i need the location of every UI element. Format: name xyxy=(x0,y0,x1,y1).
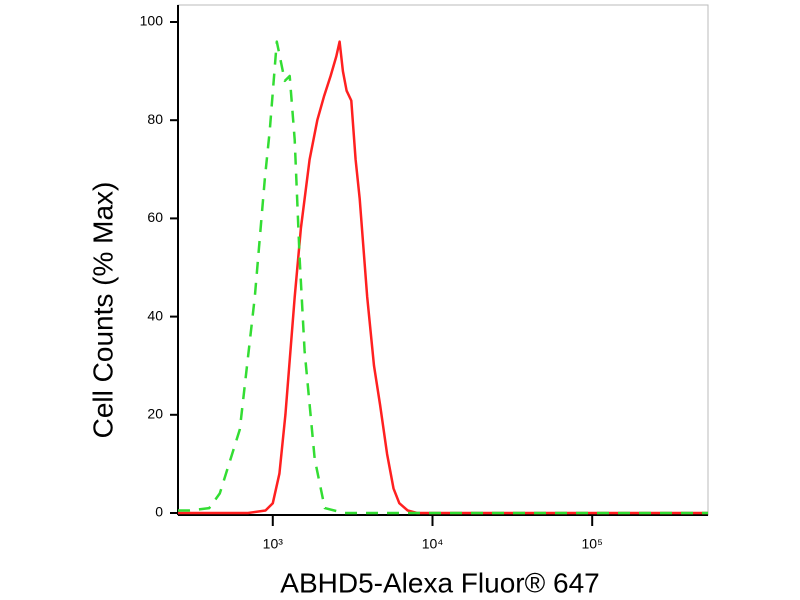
y-tick-label: 100 xyxy=(140,13,164,29)
y-tick-label: 0 xyxy=(155,504,163,520)
x-tick-label: 10⁴ xyxy=(422,536,444,552)
y-tick-label: 40 xyxy=(147,307,163,323)
x-tick-label: 10³ xyxy=(263,536,284,552)
y-tick-label: 60 xyxy=(147,209,163,225)
y-tick-label: 80 xyxy=(147,111,163,127)
x-tick-label: 10⁵ xyxy=(582,536,603,552)
y-axis-title: Cell Counts (% Max) xyxy=(87,182,118,439)
histogram-line xyxy=(178,40,708,515)
y-tick-label: 20 xyxy=(147,406,163,422)
plot-frame xyxy=(177,4,709,516)
histogram-line xyxy=(178,40,708,515)
x-axis-title: ABHD5-Alexa Fluor® 647 xyxy=(280,567,599,598)
